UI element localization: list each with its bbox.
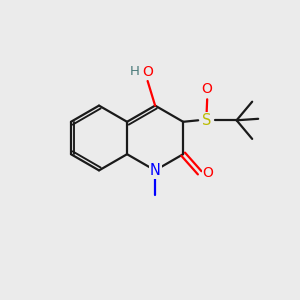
Text: H: H: [130, 65, 140, 79]
Text: S: S: [202, 113, 211, 128]
Text: N: N: [150, 163, 160, 178]
Text: O: O: [202, 82, 213, 96]
Text: O: O: [202, 166, 214, 180]
Text: O: O: [142, 65, 153, 79]
